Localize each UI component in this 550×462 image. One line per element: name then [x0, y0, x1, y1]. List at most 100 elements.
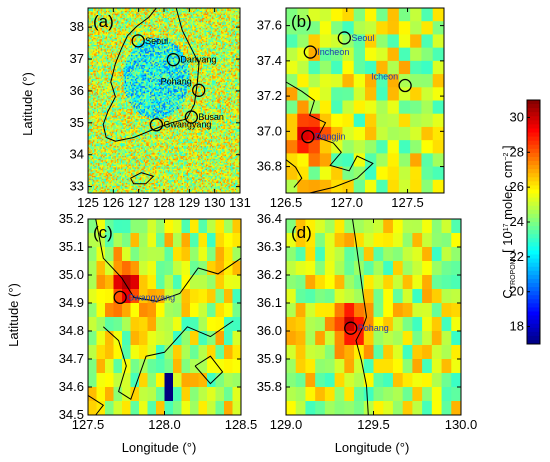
heatmap-cell: [132, 27, 134, 30]
heatmap-cell: [150, 30, 152, 33]
heatmap-cell: [129, 20, 132, 23]
heatmap-cell: [170, 9, 172, 12]
heatmap-cell: [184, 30, 186, 33]
heatmap-cell: [212, 27, 214, 30]
heatmap-cell: [148, 20, 151, 23]
heatmap-cell: [205, 16, 208, 19]
heatmap-cell: [124, 29, 127, 32]
heatmap-cell: [146, 29, 148, 32]
heatmap-cell: [194, 20, 197, 23]
heatmap-cell: [195, 39, 198, 42]
heatmap-cell: [188, 29, 190, 32]
heatmap-cell: [137, 32, 140, 35]
heatmap-cell: [234, 16, 237, 19]
heatmap-cell: [167, 36, 170, 39]
heatmap-cell: [229, 35, 232, 37]
heatmap-cell: [181, 20, 184, 23]
heatmap-cell: [172, 15, 175, 17]
heatmap-cell: [194, 9, 197, 12]
heatmap-cell: [161, 32, 164, 35]
heatmap-cell: [103, 10, 105, 13]
heatmap-cell: [199, 36, 202, 39]
heatmap-cell: [174, 33, 176, 36]
heatmap-cell: [118, 12, 121, 15]
heatmap-cell: [195, 20, 198, 23]
heatmap-cell: [229, 29, 232, 32]
heatmap-cell: [209, 12, 212, 15]
heatmap-cell: [167, 23, 170, 26]
heatmap-cell: [164, 13, 166, 16]
heatmap-cell: [105, 12, 108, 15]
heatmap-cell: [118, 22, 121, 25]
heatmap-cell: [146, 27, 148, 30]
heatmap-cell: [129, 26, 132, 29]
heatmap-cell: [218, 15, 221, 17]
heatmap-cell: [183, 10, 185, 13]
heatmap-cell: [160, 19, 162, 22]
heatmap-cell: [169, 8, 171, 10]
heatmap-cell: [183, 8, 185, 10]
heatmap-cell: [237, 32, 240, 35]
heatmap-cell: [189, 40, 191, 43]
heatmap-cell: [142, 35, 145, 37]
heatmap-cell: [132, 40, 134, 43]
heatmap-cell: [127, 26, 129, 29]
heatmap-cell: [110, 23, 113, 26]
heatmap-cell: [160, 35, 162, 37]
heatmap-cell: [165, 39, 167, 42]
heatmap-cell: [188, 40, 190, 43]
heatmap-cell: [180, 30, 183, 33]
heatmap-cell: [133, 37, 136, 40]
heatmap-cell: [100, 26, 103, 29]
heatmap-cell: [120, 26, 123, 29]
heatmap-cell: [205, 15, 208, 17]
heatmap-cell: [133, 15, 136, 17]
heatmap-cell: [231, 22, 233, 25]
heatmap-cell: [218, 25, 221, 27]
heatmap-cell: [131, 20, 133, 23]
heatmap-cell: [160, 16, 162, 19]
heatmap-cell: [166, 16, 169, 19]
heatmap-cell: [231, 39, 233, 42]
heatmap-cell: [228, 16, 231, 19]
heatmap-cell: [237, 17, 240, 20]
heatmap-cell: [112, 19, 114, 22]
heatmap-cell: [133, 33, 136, 36]
heatmap-cell: [176, 16, 179, 19]
heatmap-cell: [236, 35, 238, 37]
heatmap-cell: [109, 19, 112, 22]
heatmap-cell: [171, 29, 174, 32]
heatmap-cell: [215, 25, 218, 27]
heatmap-cell: [127, 39, 129, 42]
heatmap-cell: [176, 15, 179, 17]
heatmap-cell: [205, 10, 208, 13]
heatmap-cell: [222, 12, 224, 15]
heatmap-cell: [143, 9, 146, 12]
heatmap-cell: [119, 35, 122, 37]
heatmap-cell: [109, 22, 112, 25]
heatmap-cell: [150, 20, 152, 23]
heatmap-cell: [118, 37, 121, 40]
heatmap-cell: [164, 22, 166, 25]
heatmap-cell: [221, 10, 223, 13]
heatmap-cell: [169, 40, 171, 43]
heatmap-cell: [120, 16, 123, 19]
heatmap-cell: [105, 23, 108, 26]
heatmap-cell: [162, 29, 165, 32]
heatmap-cell: [215, 9, 218, 12]
heatmap-cell: [177, 37, 180, 40]
heatmap-cell: [110, 19, 113, 22]
heatmap-cell: [184, 36, 186, 39]
heatmap-cell: [177, 22, 180, 25]
heatmap-cell: [133, 13, 136, 16]
heatmap-cell: [132, 35, 134, 37]
heatmap-cell: [200, 39, 203, 42]
heatmap-cell: [157, 8, 160, 10]
heatmap-cell: [180, 12, 183, 15]
heatmap-cell: [222, 20, 224, 23]
heatmap-cell: [213, 37, 216, 40]
heatmap-cell: [100, 27, 103, 30]
heatmap-cell: [228, 12, 231, 15]
heatmap-cell: [180, 35, 183, 37]
heatmap-cell: [171, 10, 174, 13]
